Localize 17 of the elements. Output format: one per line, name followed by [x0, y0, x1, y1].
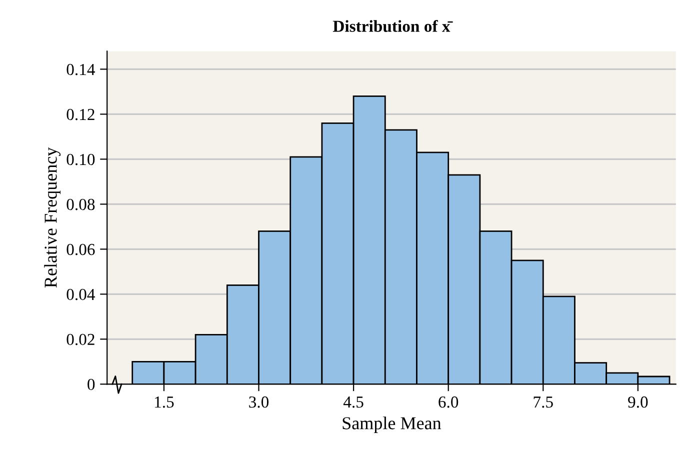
x-axis-title: Sample Mean — [342, 416, 442, 433]
y-axis-title: Relative Frequency — [44, 147, 61, 288]
y-tick-label: 0.02 — [66, 334, 94, 346]
x-tick-label: 6.0 — [438, 396, 458, 408]
chart-title: Distribution of x̄ — [332, 20, 453, 32]
x-tick-label: 9.0 — [628, 396, 648, 408]
y-tick-label: 0 — [88, 378, 95, 390]
y-tick-label: 0.10 — [66, 154, 95, 166]
y-tick-label: 0.04 — [66, 288, 96, 300]
x-tick-label: 7.5 — [534, 396, 553, 408]
y-tick-label: 0.14 — [66, 64, 96, 76]
x-tick-label: 4.5 — [343, 396, 364, 408]
x-tick-label: 1.5 — [155, 396, 174, 408]
y-tick-label: 0.08 — [66, 198, 95, 210]
y-tick-label: 0.12 — [66, 108, 94, 120]
x-tick-label: 3.0 — [249, 396, 269, 408]
y-tick-label: 0.06 — [66, 244, 95, 256]
